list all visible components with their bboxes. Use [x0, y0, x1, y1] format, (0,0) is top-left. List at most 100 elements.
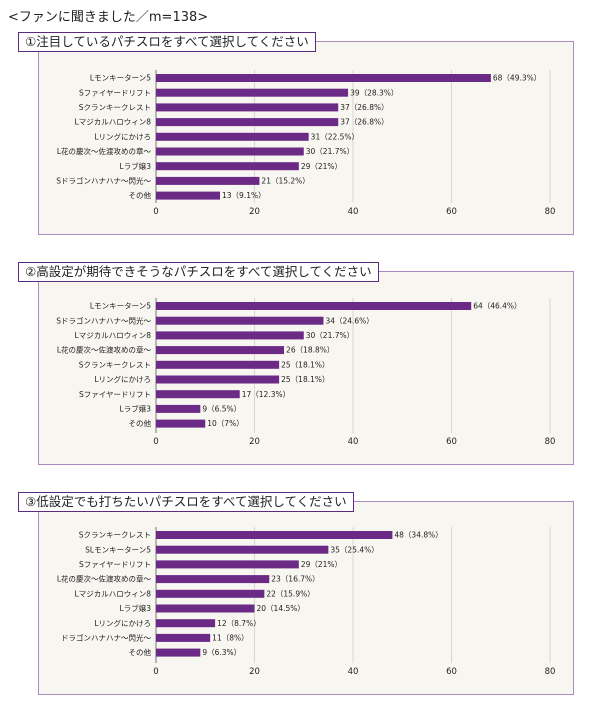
- bar: [156, 633, 211, 642]
- category-label: その他: [129, 647, 152, 657]
- data-label: 25（18.1%）: [281, 375, 329, 384]
- bar: [156, 176, 260, 185]
- chart-title-1: ①注目しているパチスロをすべて選択してください: [18, 32, 316, 52]
- category-label: Sドラゴンハナハナ〜閃光〜: [56, 315, 151, 325]
- category-label: その他: [129, 190, 152, 200]
- category-label: Lリングにかけろ: [94, 618, 151, 628]
- data-label: 26（18.8%）: [286, 346, 334, 355]
- bar: [156, 132, 309, 141]
- bar: [156, 404, 201, 413]
- category-label: SLモンキーターン5: [85, 545, 151, 554]
- data-label: 20（14.5%）: [257, 604, 305, 613]
- category-label: Lリングにかけろ: [94, 131, 151, 141]
- x-tick-label: 60: [446, 667, 457, 677]
- bar: [156, 545, 329, 554]
- category-label: Lラブ嬢3: [120, 404, 152, 414]
- category-label: Sクランキークレスト: [79, 103, 151, 112]
- category-label: Sクランキークレスト: [79, 531, 151, 540]
- x-tick-label: 60: [446, 207, 457, 217]
- x-tick-label: 20: [249, 207, 260, 217]
- data-label: 21（15.2%）: [261, 177, 309, 186]
- data-label: 35（25.4%）: [330, 545, 378, 554]
- category-label: Lマジカルハロウィン8: [75, 589, 152, 598]
- bar: [156, 648, 201, 657]
- data-label: 30（21.7%）: [306, 331, 354, 340]
- category-label: Sファイヤードリフト: [79, 88, 151, 97]
- data-label: 29（21%）: [301, 162, 342, 171]
- data-label: 64（46.4%）: [473, 302, 521, 311]
- data-label: 12（8.7%）: [217, 619, 261, 628]
- category-label: Sクランキークレスト: [79, 360, 151, 369]
- bar: [156, 191, 221, 200]
- x-tick-label: 60: [446, 437, 457, 447]
- panel-title-rule-2: [368, 271, 574, 272]
- x-tick-label: 20: [249, 437, 260, 447]
- data-label: 37（26.8%）: [340, 118, 388, 127]
- bar: [156, 162, 299, 171]
- chart-title-2: ②高設定が期待できそうなパチスロをすべて選択してください: [18, 262, 379, 282]
- panel-title-rule-3: [342, 501, 574, 502]
- x-tick-label: 0: [153, 437, 158, 447]
- x-tick-label: 80: [545, 207, 556, 217]
- data-label: 29（21%）: [301, 560, 342, 569]
- bar: [156, 74, 491, 82]
- bar: [156, 103, 339, 112]
- category-label: L花の慶次〜佐渡攻めの章〜: [57, 146, 152, 156]
- data-label: 23（16.7%）: [271, 575, 319, 584]
- x-tick-label: 0: [153, 667, 158, 677]
- x-tick-label: 0: [153, 207, 158, 217]
- category-label: Lマジカルハロウィン8: [75, 118, 152, 127]
- bar: [156, 88, 349, 97]
- x-tick-label: 80: [545, 437, 556, 447]
- data-label: 30（21.7%）: [306, 147, 354, 156]
- bar: [156, 331, 304, 340]
- data-label: 39（28.3%）: [350, 88, 398, 97]
- bar: [156, 589, 265, 598]
- bar: [156, 619, 216, 628]
- category-label: Lモンキーターン5: [90, 74, 151, 83]
- category-label: ドラゴンハナハナ〜閃光〜: [61, 633, 151, 643]
- data-label: 31（22.5%）: [311, 132, 359, 141]
- panel-title-rule-1: [300, 41, 574, 42]
- bar: [156, 575, 270, 584]
- data-label: 9（6.3%）: [202, 648, 241, 657]
- category-label: L花の慶次〜佐渡攻めの章〜: [57, 345, 152, 355]
- data-label: 34（24.6%）: [325, 316, 373, 325]
- data-label: 11（8%）: [212, 634, 248, 643]
- data-label: 37（26.8%）: [340, 103, 388, 112]
- data-label: 68（49.3%）: [493, 74, 541, 83]
- bar: [156, 560, 299, 569]
- data-label: 9（6.5%）: [202, 405, 241, 414]
- chart-title-3: ③低設定でも打ちたいパチスロをすべて選択してください: [18, 492, 354, 512]
- category-label: Lマジカルハロウィン8: [75, 331, 152, 340]
- x-tick-label: 40: [348, 207, 359, 217]
- bar: [156, 419, 206, 428]
- category-label: その他: [129, 418, 152, 428]
- survey-header: <ファンに聞きました／m=138>: [8, 10, 209, 25]
- data-label: 10（7%）: [207, 419, 243, 428]
- x-tick-label: 80: [545, 667, 556, 677]
- data-label: 17（12.3%）: [242, 390, 290, 399]
- category-label: Lラブ嬢3: [120, 603, 152, 613]
- category-label: Sファイヤードリフト: [79, 390, 151, 399]
- x-tick-label: 40: [348, 667, 359, 677]
- bar: [156, 346, 285, 355]
- data-label: 48（34.8%）: [394, 531, 442, 540]
- data-label: 22（15.9%）: [266, 589, 314, 598]
- x-tick-label: 40: [348, 437, 359, 447]
- bar: [156, 531, 393, 539]
- data-label: 25（18.1%）: [281, 360, 329, 369]
- bar: [156, 604, 255, 613]
- category-label: Lリングにかけろ: [94, 374, 151, 384]
- category-label: Sドラゴンハナハナ〜閃光〜: [56, 176, 151, 186]
- bar: [156, 316, 324, 325]
- bar: [156, 302, 472, 310]
- category-label: Lラブ嬢3: [120, 161, 152, 171]
- x-tick-label: 20: [249, 667, 260, 677]
- bar: [156, 360, 280, 369]
- data-label: 13（9.1%）: [222, 191, 266, 200]
- category-label: L花の慶次〜佐渡攻めの章〜: [57, 574, 152, 584]
